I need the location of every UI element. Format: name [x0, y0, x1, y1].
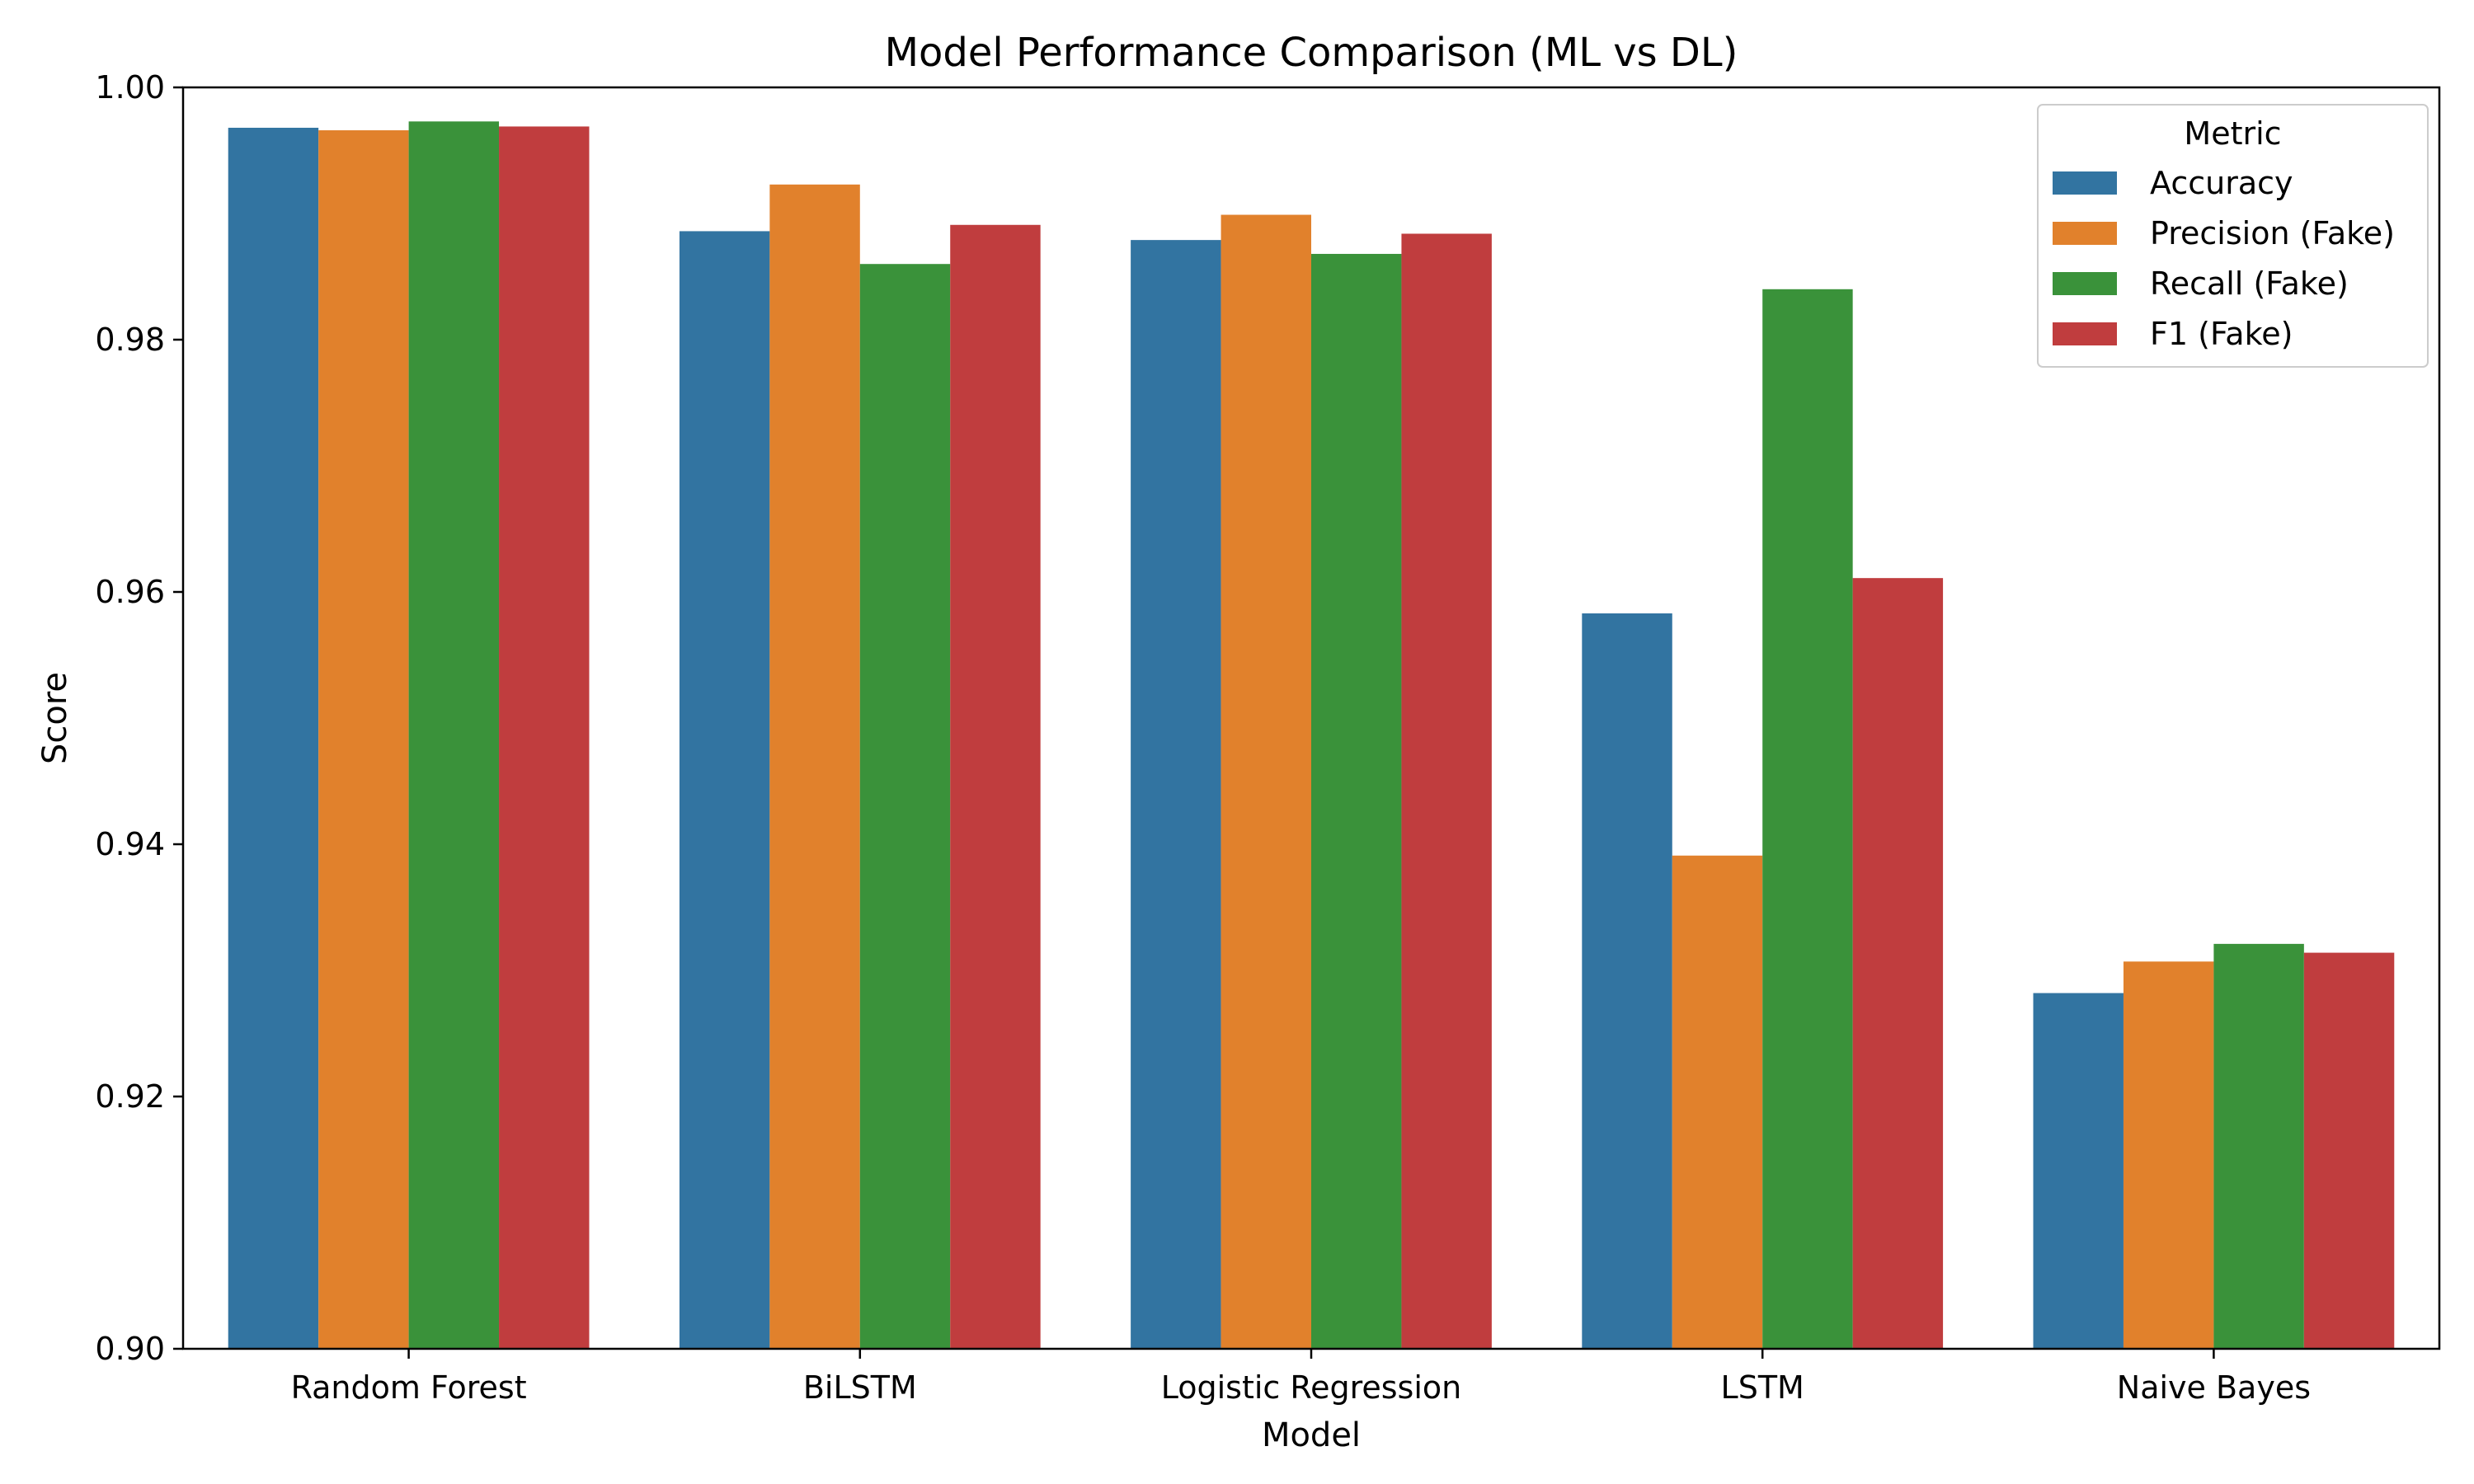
- y-axis: 0.90 0.92 0.94 0.96 0.98 1.00: [95, 69, 183, 1367]
- legend-label: Accuracy: [2150, 165, 2293, 201]
- x-tick-label: Random Forest: [291, 1369, 527, 1406]
- legend-label: F1 (Fake): [2150, 316, 2293, 352]
- legend-swatch: [2053, 322, 2117, 345]
- bar-2-2: [1311, 253, 1402, 1350]
- y-tick-label: 0.90: [95, 1331, 165, 1367]
- bar-0-3: [499, 126, 590, 1350]
- bar-4-3: [2303, 952, 2395, 1349]
- bar-4-0: [2033, 993, 2124, 1349]
- y-tick-label: 0.94: [95, 826, 165, 862]
- x-tick-label: BiLSTM: [803, 1369, 917, 1406]
- bar-0-1: [318, 130, 409, 1349]
- x-axis: Random Forest BiLSTM Logistic Regression LS…: [291, 1349, 2311, 1406]
- bar-3-2: [1762, 289, 1853, 1349]
- legend: Metric Accuracy Precision (Fake) Recall (F…: [2037, 104, 2429, 368]
- bar-0-0: [228, 127, 319, 1350]
- legend-items: Accuracy Precision (Fake) Recall (Fake) F1 …: [2053, 165, 2395, 352]
- bar-1-1: [769, 184, 860, 1349]
- y-tick-label: 1.00: [95, 69, 165, 106]
- legend-box: [2037, 104, 2429, 368]
- legend-swatch: [2053, 272, 2117, 295]
- bar-1-2: [859, 264, 951, 1350]
- x-tick-label: Logistic Regression: [1161, 1369, 1462, 1406]
- bar-4-1: [2123, 961, 2214, 1349]
- y-tick-label: 0.92: [95, 1078, 165, 1115]
- bars-layer: [228, 121, 2395, 1350]
- y-axis-label: Score: [36, 672, 74, 764]
- x-tick-label: Naive Bayes: [2117, 1369, 2311, 1406]
- y-tick-label: 0.98: [95, 322, 165, 358]
- legend-swatch: [2053, 222, 2117, 245]
- bar-1-0: [679, 231, 770, 1349]
- bar-2-0: [1131, 240, 1221, 1349]
- x-axis-label: Model: [1262, 1416, 1361, 1454]
- x-tick-label: LSTM: [1721, 1369, 1804, 1406]
- bar-2-3: [1401, 233, 1492, 1350]
- chart-title: Model Performance Comparison (ML vs DL): [885, 30, 1738, 76]
- y-tick-label: 0.96: [95, 574, 165, 610]
- legend-swatch: [2053, 171, 2117, 195]
- bar-0-2: [408, 121, 500, 1349]
- bar-3-1: [1672, 855, 1763, 1349]
- bar-3-3: [1852, 578, 1944, 1349]
- bar-3-0: [1582, 613, 1672, 1349]
- legend-label: Precision (Fake): [2150, 215, 2395, 251]
- bar-2-1: [1221, 214, 1311, 1349]
- legend-label: Recall (Fake): [2150, 265, 2349, 302]
- legend-title: Metric: [2184, 115, 2281, 152]
- bar-1-3: [950, 224, 1041, 1349]
- bar-4-2: [2213, 943, 2304, 1349]
